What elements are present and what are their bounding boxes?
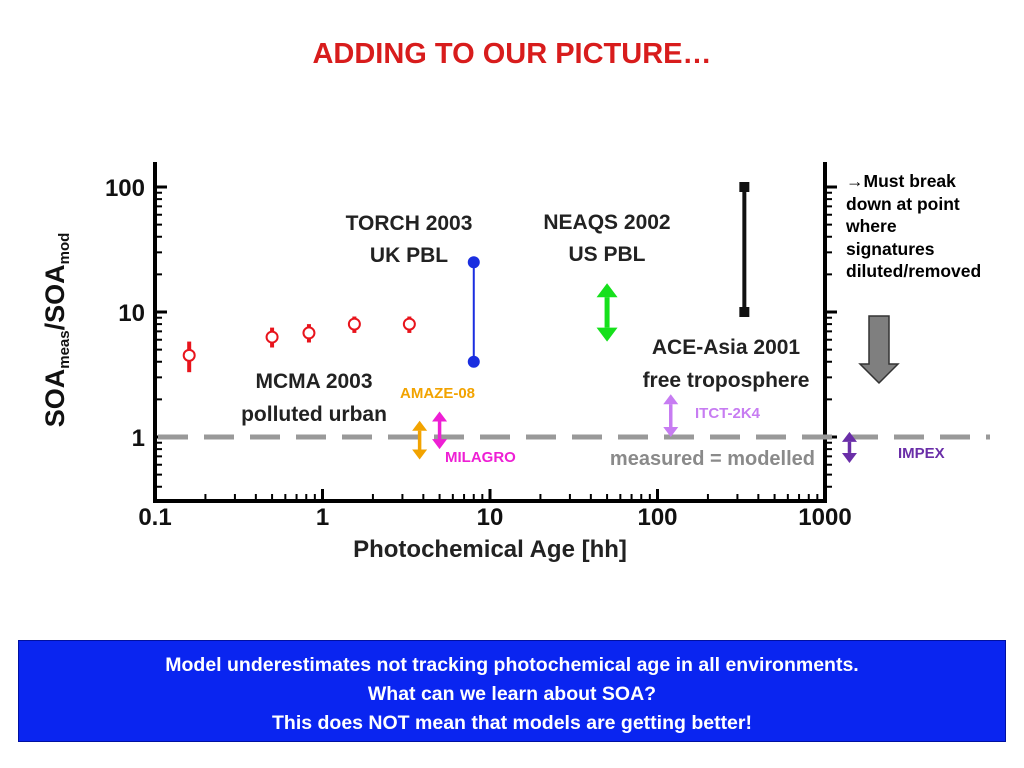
x-tick-label: 1000 [798,504,851,531]
range-arrow-label: IMPEX [898,445,945,462]
impex-range-arrow [841,431,857,463]
side-note-line: diluted/removed [846,261,982,281]
y-axis-title-part: SOA [40,369,70,428]
y-axis-title-subscript: meas [56,330,73,368]
itct-2k4-range-arrow [663,394,679,437]
range-arrow-label: MILAGRO [445,449,516,466]
down-arrow-icon [858,315,900,385]
y-axis-title-subscript: mod [56,233,73,265]
soa-ratio-chart: 0.1 1 10 100 1000 1 10 100 Photochemical Age [hh… [40,162,990,563]
x-axis-title: Photochemical Age [hh] [353,536,627,563]
neaqs-2002-range-arrow-head-down [596,327,618,342]
ace-asia-point [739,307,750,317]
itct-2k4-range-arrow-head-down [663,427,679,437]
y-tick-label: 1 [132,425,145,452]
x-tick-label: 0.1 [138,504,171,531]
torch-point [467,355,480,368]
impex-range-arrow-head-down [841,452,857,463]
ace-asia-point [739,182,750,192]
torch-point [467,256,480,269]
neaqs-2002-range-arrow-head-up [596,283,618,298]
side-note-line: down at point [846,193,960,214]
amaze-08-range-arrow-head-up [412,420,428,431]
range-arrow-label: AMAZE-08 [400,385,475,402]
side-note-line: Must break [863,171,956,191]
neaqs-2002-range-arrow [596,283,618,342]
y-axis-title-part: /SOA [40,264,70,330]
side-note-line: signatures [846,238,935,259]
campaign-label-line2: polluted urban [241,403,387,426]
x-tick-label: 100 [637,504,677,531]
y-tick-label: 10 [118,300,145,327]
side-note-line: where [846,216,897,236]
mcma-point [402,317,416,331]
campaign-label-line2: UK PBL [370,244,448,267]
y-tick-label: 100 [105,175,145,202]
milagro-range-arrow [432,411,448,450]
x-tick-label: 10 [477,504,504,531]
itct-2k4-range-arrow-head-up [663,394,679,405]
chart-labels: AMAZE-08 MILAGRO ITCT-2K4 IMPEX TORCH 2003 UK… [241,211,945,466]
milagro-range-arrow-head-down [432,439,448,450]
amaze-08-range-arrow-head-down [412,449,428,460]
mcma-point [347,317,361,331]
conclusion-line-1: Model underestimates not tracking photoc… [165,654,859,676]
campaign-label-line2: free troposphere [643,369,810,392]
campaign-label-line1: TORCH 2003 [346,212,473,235]
conclusion-line-3: This does NOT mean that models are getti… [272,712,752,734]
chart-marks [182,182,900,463]
x-tick-label: 1 [316,504,329,531]
amaze-08-range-arrow [412,420,428,460]
campaign-label-line1: ACE-Asia 2001 [652,336,801,359]
mcma-point [265,330,279,344]
y-axis-title: SOAmeas/SOAmod [40,233,73,428]
conclusion-line-2: What can we learn about SOA? [367,683,657,705]
campaign-label-line1: MCMA 2003 [255,370,372,393]
chart-axes: 0.1 1 10 100 1000 1 10 100 Photochemical Age [hh… [40,162,852,563]
mcma-point [182,348,196,362]
reference-line-group: measured = modelled [158,434,990,470]
conclusion-box: Model underestimates not tracking photoc… [18,640,1006,742]
campaign-label-line1: NEAQS 2002 [543,211,670,234]
mcma-point [302,326,316,340]
range-arrow-label: ITCT-2K4 [695,405,761,422]
right-arrow-icon: → [846,171,864,191]
campaign-label-line2: US PBL [568,243,645,266]
side-note: →Must break down at point where signatur… [846,170,1024,283]
slide-title: ADDING TO OUR PICTURE… [312,38,712,70]
reference-line-label: measured = modelled [610,448,815,470]
milagro-range-arrow-head-up [432,411,448,422]
impex-range-arrow-head-up [841,431,857,442]
